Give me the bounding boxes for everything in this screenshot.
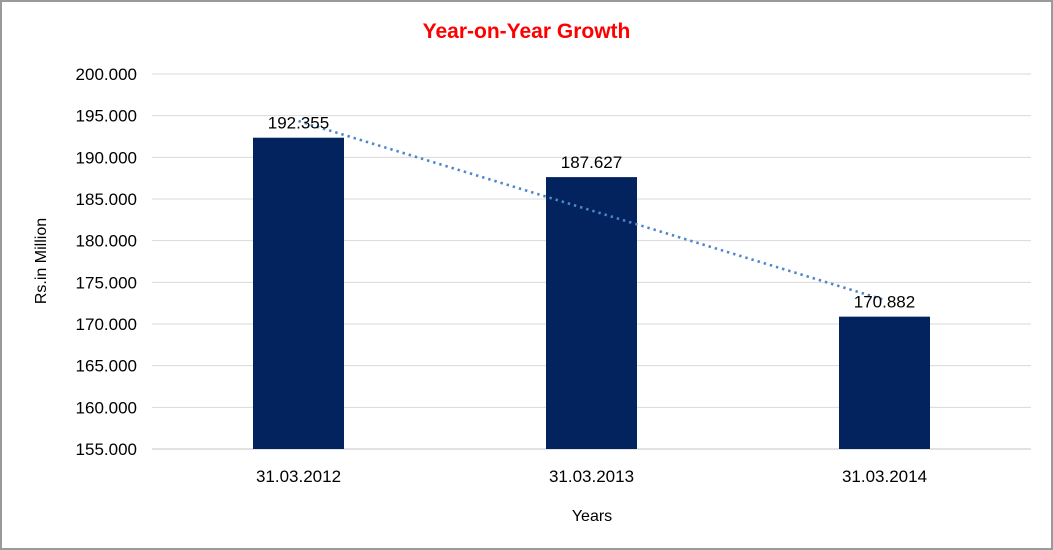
bar bbox=[839, 316, 930, 449]
y-tick-label: 155.000 bbox=[76, 440, 137, 459]
bar-value-label: 170.882 bbox=[854, 293, 915, 312]
chart-title: Year-on-Year Growth bbox=[422, 20, 631, 43]
x-category-label: 31.03.2013 bbox=[549, 467, 634, 486]
bar-value-label: 187.627 bbox=[561, 153, 622, 172]
y-tick-label: 180.000 bbox=[76, 232, 137, 251]
bar bbox=[546, 177, 637, 449]
x-category-label: 31.03.2012 bbox=[256, 467, 341, 486]
y-tick-label: 195.000 bbox=[76, 107, 137, 126]
y-tick-label: 200.000 bbox=[76, 65, 137, 84]
y-tick-label: 185.000 bbox=[76, 190, 137, 209]
y-tick-label: 170.000 bbox=[76, 315, 137, 334]
x-axis-title: Years bbox=[571, 508, 613, 525]
y-tick-label: 175.000 bbox=[76, 273, 137, 292]
y-tick-label: 165.000 bbox=[76, 357, 137, 376]
x-category-label: 31.03.2014 bbox=[842, 467, 927, 486]
y-tick-label: 190.000 bbox=[76, 148, 137, 167]
bar bbox=[253, 137, 344, 450]
y-tick-label: 160.000 bbox=[76, 398, 137, 417]
bar-value-label: 192.355 bbox=[268, 114, 329, 133]
